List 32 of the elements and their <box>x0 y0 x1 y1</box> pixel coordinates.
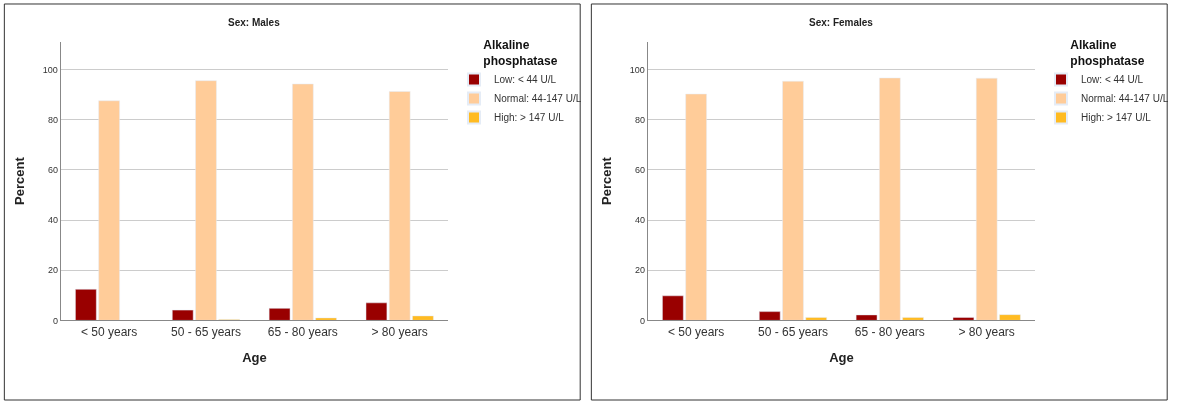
legend-label: Low: < 44 U/L <box>1080 74 1144 86</box>
x-tick-label: 50 - 65 years <box>757 324 828 339</box>
x-tick-label: 65 - 80 years <box>267 324 338 339</box>
y-tick-label: 60 <box>634 164 645 175</box>
y-axis-title: Percent <box>11 156 27 205</box>
y-tick-label: 0 <box>52 315 58 326</box>
legend-label: High: > 147 U/L <box>493 112 565 124</box>
y-tick-label: 100 <box>42 64 58 75</box>
legend-title: Alkaline phosphatase <box>1070 38 1145 69</box>
x-tick-label: < 50 years <box>667 324 725 339</box>
legend-title: Alkaline phosphatase <box>483 38 558 69</box>
y-tick-label: 0 <box>639 315 645 326</box>
y-tick-label: 80 <box>47 114 58 125</box>
legend-label: High: > 147 U/L <box>1080 112 1152 124</box>
y-tick-label: 20 <box>634 265 645 276</box>
x-tick-label: < 50 years <box>80 324 138 339</box>
x-tick-label: > 80 years <box>958 324 1015 339</box>
x-tick-label: 65 - 80 years <box>854 324 925 339</box>
y-axis-title: Percent <box>598 156 614 205</box>
y-tick-label: 40 <box>47 215 58 226</box>
y-tick-label: 100 <box>629 64 645 75</box>
x-tick-label: 50 - 65 years <box>170 324 241 339</box>
chart-title: Sex: Males <box>228 17 281 28</box>
chart-title: Sex: Females <box>809 17 874 28</box>
y-tick-label: 60 <box>47 164 58 175</box>
x-tick-label: > 80 years <box>371 324 428 339</box>
x-axis-title: Age <box>242 350 267 366</box>
y-tick-label: 20 <box>47 265 58 276</box>
x-axis-title: Age <box>829 350 854 366</box>
legend-label: Low: < 44 U/L <box>493 74 557 86</box>
y-tick-label: 40 <box>634 215 645 226</box>
y-tick-label: 80 <box>634 114 645 125</box>
